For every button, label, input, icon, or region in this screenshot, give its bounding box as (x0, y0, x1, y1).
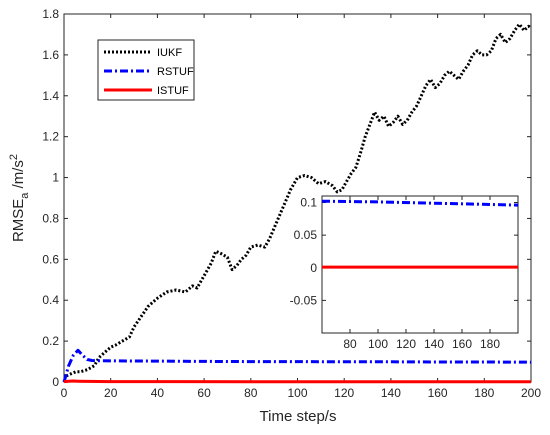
inset-x-tick-label: 120 (396, 337, 416, 351)
main-x-ticks: 0 20 40 60 80 100 120 140 160 180 200 (61, 14, 541, 400)
main-x-tick-label: 0 (61, 386, 68, 400)
legend: IUKF RSTUF ISTUF (97, 39, 195, 101)
main-y-tick-label: 0.6 (42, 252, 59, 266)
legend-label-rstuf: RSTUF (157, 66, 194, 78)
main-y-tick-label: 1.6 (42, 48, 59, 62)
main-series (62, 22, 532, 384)
y-axis-label: RMSEa /m/s2 (8, 154, 31, 242)
main-y-tick-label: 0.8 (42, 211, 59, 225)
main-y-tick-label: 1.2 (42, 130, 59, 144)
inset-y-tick-label: 0 (310, 261, 317, 275)
inset-x-tick-label: 80 (343, 337, 357, 351)
legend-label-iukf: IUKF (157, 47, 182, 59)
main-x-tick-label: 60 (197, 386, 211, 400)
inset-plot-area (321, 195, 519, 334)
inset-x-tick-label: 140 (424, 337, 444, 351)
main-y-tick-label: 0.2 (42, 334, 59, 348)
main-x-tick-label: 100 (287, 386, 307, 400)
inset-y-tick-label: 0.05 (294, 228, 318, 242)
main-x-tick-label: 40 (151, 386, 165, 400)
main-series-istuf (63, 379, 531, 384)
main-x-tick-label: 160 (428, 386, 448, 400)
inset-x-tick-label: 100 (368, 337, 388, 351)
main-x-tick-label: 200 (521, 386, 541, 400)
legend-label-istuf: ISTUF (157, 85, 189, 97)
main-x-tick-label: 20 (104, 386, 118, 400)
main-x-tick-label: 140 (381, 386, 401, 400)
main-y-tick-label: 1.4 (42, 89, 59, 103)
inset-x-tick-label: 160 (452, 337, 472, 351)
main-y-tick-label: 1 (52, 171, 59, 185)
inset-x-tick-label: 180 (480, 337, 500, 351)
inset-series-rstuf (321, 199, 519, 207)
main-y-ticks: 0 0.2 0.4 0.6 0.8 1 1.2 1.4 1.6 1.8 (42, 7, 531, 389)
main-y-tick-label: 0.4 (42, 293, 59, 307)
inset-x-ticks: 80 100 120 140 160 180 (343, 196, 500, 351)
main-x-tick-label: 120 (334, 386, 354, 400)
main-y-tick-label: 1.8 (42, 7, 59, 21)
inset-y-tick-label: -0.05 (290, 293, 318, 307)
inset-series (321, 199, 519, 269)
main-x-tick-label: 80 (244, 386, 258, 400)
inset-y-tick-label: 0.1 (300, 196, 317, 210)
main-y-tick-label: 0 (52, 375, 59, 389)
main-series-iukf (65, 22, 532, 378)
main-series-rstuf (62, 348, 532, 383)
main-x-tick-label: 180 (474, 386, 494, 400)
x-axis-label: Time step/s (260, 408, 337, 425)
